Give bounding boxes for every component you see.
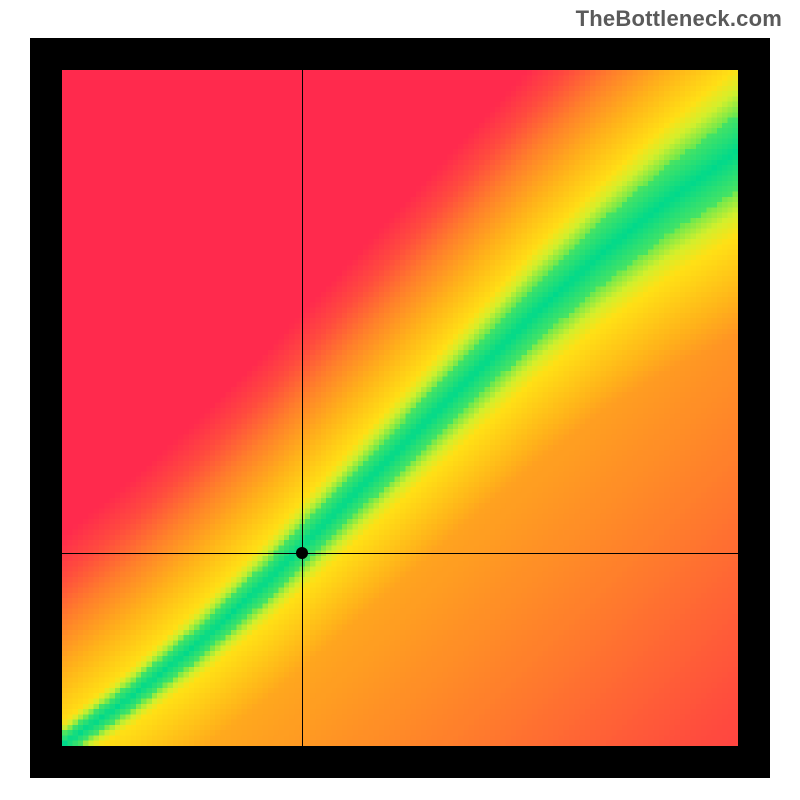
crosshair-vertical-line	[302, 70, 303, 746]
watermark-text: TheBottleneck.com	[576, 6, 782, 32]
heatmap-canvas	[62, 70, 738, 746]
heatmap-plot-area	[62, 70, 738, 746]
chart-outer-frame	[30, 38, 770, 778]
crosshair-horizontal-line	[62, 553, 738, 554]
crosshair-marker	[296, 547, 308, 559]
